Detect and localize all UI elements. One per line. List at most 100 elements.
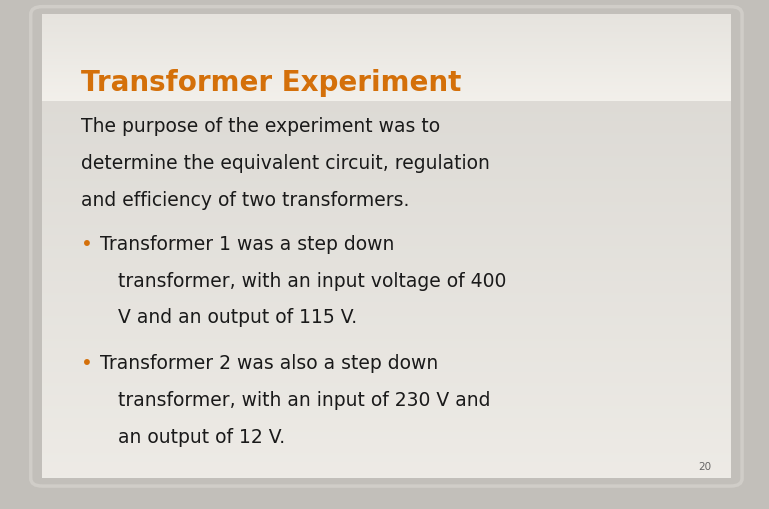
Bar [42, 80, 731, 81]
Bar [42, 46, 731, 47]
Bar [42, 395, 731, 398]
Bar [42, 217, 731, 219]
Bar [42, 265, 731, 268]
Bar [42, 150, 731, 152]
Bar [42, 163, 731, 166]
Bar [42, 240, 731, 242]
Bar [42, 152, 731, 154]
Bar [42, 226, 731, 229]
Bar [42, 66, 731, 67]
Bar [42, 238, 731, 240]
Bar [42, 453, 731, 455]
Bar [42, 136, 731, 138]
Bar [42, 51, 731, 52]
Bar [42, 42, 731, 43]
Bar [42, 235, 731, 238]
Bar [42, 32, 731, 33]
Text: transformer, with an input voltage of 400: transformer, with an input voltage of 40… [100, 271, 506, 290]
Bar [42, 428, 731, 430]
Bar [42, 21, 731, 22]
Bar [42, 425, 731, 428]
Bar [42, 40, 731, 41]
Bar [42, 474, 731, 476]
Bar [42, 404, 731, 407]
Bar [42, 28, 731, 29]
Bar [42, 65, 731, 66]
Bar [42, 59, 731, 60]
Bar [42, 83, 731, 84]
Bar [42, 437, 731, 439]
Bar [42, 439, 731, 441]
Bar [42, 64, 731, 66]
Bar [42, 344, 731, 347]
Bar [42, 309, 731, 312]
Bar [42, 347, 731, 349]
Bar [42, 78, 731, 80]
Bar [42, 140, 731, 143]
Text: determine the equivalent circuit, regulation: determine the equivalent circuit, regula… [81, 154, 490, 173]
Bar [42, 66, 731, 69]
Bar [42, 409, 731, 411]
Bar [42, 36, 731, 39]
Bar [42, 342, 731, 344]
Bar [42, 279, 731, 281]
Bar [42, 210, 731, 212]
Bar [42, 143, 731, 145]
Bar [42, 84, 731, 86]
Bar [42, 291, 731, 293]
Text: The purpose of the experiment was to: The purpose of the experiment was to [81, 117, 440, 136]
Bar [42, 379, 731, 381]
Bar [42, 38, 731, 39]
Bar [42, 432, 731, 435]
Bar [42, 56, 731, 57]
Bar [42, 68, 731, 69]
Bar [42, 41, 731, 42]
Bar [42, 32, 731, 34]
Bar [42, 416, 731, 418]
Bar [42, 251, 731, 254]
Bar [42, 90, 731, 92]
Bar [42, 94, 731, 96]
Bar [42, 446, 731, 448]
Text: 20: 20 [698, 461, 711, 471]
Bar [42, 75, 731, 76]
Bar [42, 50, 731, 51]
Bar [42, 48, 731, 49]
Bar [42, 71, 731, 72]
Bar [42, 96, 731, 99]
Bar [42, 400, 731, 402]
Bar [42, 261, 731, 263]
Bar [42, 126, 731, 129]
Bar [42, 407, 731, 409]
Bar [42, 87, 731, 90]
Bar [42, 95, 731, 96]
Bar [42, 263, 731, 265]
Bar [42, 122, 731, 124]
Bar [42, 59, 731, 62]
Bar [42, 58, 731, 59]
Bar [42, 353, 731, 356]
Bar [42, 249, 731, 251]
Bar [42, 36, 731, 37]
Bar [42, 75, 731, 78]
Bar [42, 254, 731, 256]
Bar [42, 386, 731, 388]
Bar [42, 34, 731, 35]
Bar [42, 229, 731, 231]
Bar [42, 22, 731, 23]
Bar [42, 45, 731, 46]
Bar [42, 370, 731, 372]
Bar [42, 15, 731, 16]
Bar [42, 100, 731, 101]
Bar [42, 393, 731, 395]
Bar [42, 55, 731, 56]
Bar [42, 270, 731, 272]
Bar [42, 467, 731, 469]
Text: an output of 12 V.: an output of 12 V. [100, 427, 285, 446]
Bar [42, 67, 731, 68]
Bar [42, 105, 731, 108]
Bar [42, 62, 731, 63]
Bar [42, 180, 731, 182]
Bar [42, 30, 731, 31]
Bar [42, 316, 731, 319]
